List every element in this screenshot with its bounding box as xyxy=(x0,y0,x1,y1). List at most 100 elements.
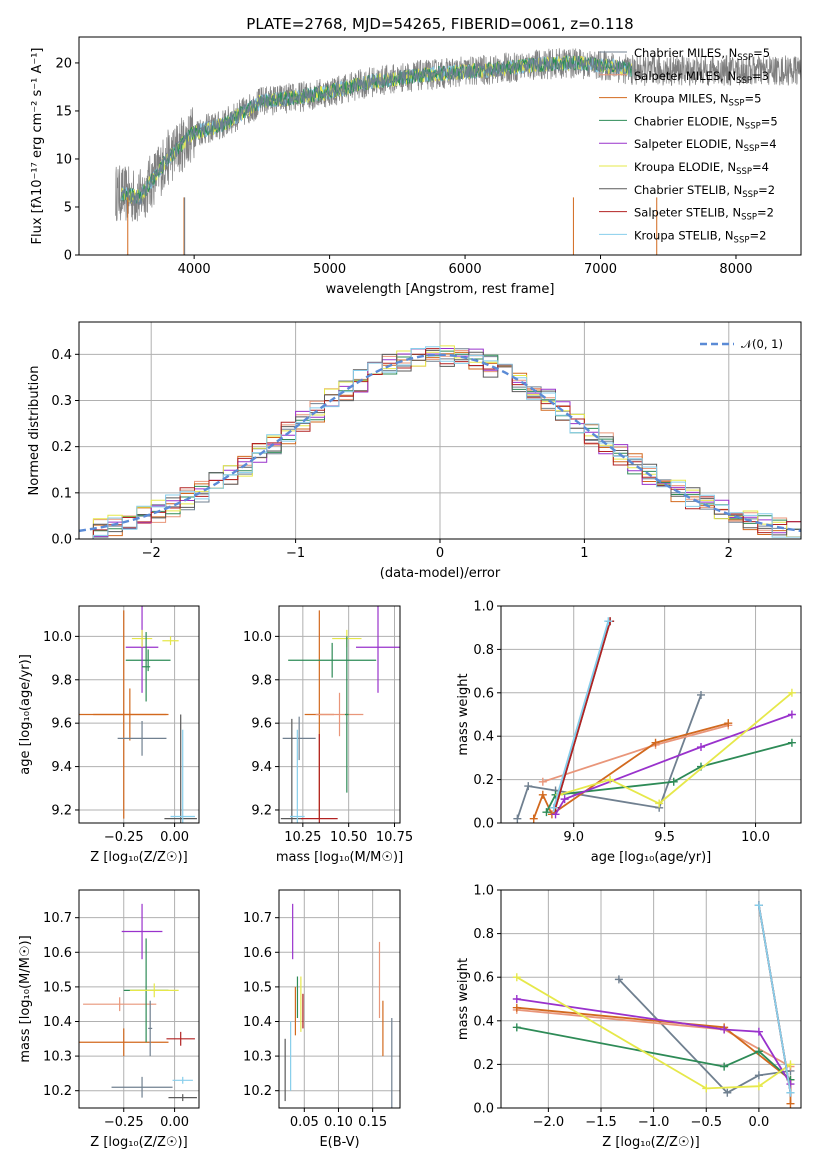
y-tick-label: 10.6 xyxy=(43,946,72,961)
legend-entry: Kroupa MILES, NSSP=5 xyxy=(634,92,761,109)
series-marker xyxy=(723,1088,732,1097)
y-tick-label: 0.1 xyxy=(51,486,72,501)
legend-entry: Chabrier MILES, NSSP=5 xyxy=(634,46,770,63)
legend-label: Chabrier STELIB, N xyxy=(634,183,742,197)
series-marker xyxy=(787,688,796,697)
legend-entry: Salpeter ELODIE, NSSP=4 xyxy=(634,137,777,154)
y-tick-label: 20 xyxy=(55,56,72,71)
x-tick-label: 0.05 xyxy=(290,1115,319,1130)
legend-entry: Kroupa ELODIE, NSSP=4 xyxy=(634,160,769,177)
x-tick-label: 0.0 xyxy=(749,1115,770,1130)
series-marker xyxy=(786,1080,795,1089)
series-marker xyxy=(720,1062,729,1071)
spectrum-model-line xyxy=(120,55,632,205)
legend-tail: =4 xyxy=(752,160,769,174)
series-marker xyxy=(786,1060,795,1069)
legend-tail: =5 xyxy=(761,114,778,128)
series-marker xyxy=(754,1082,763,1091)
x-tick-label: 0.00 xyxy=(160,830,189,845)
legend-sub: SSP xyxy=(737,53,753,63)
legend-tail: =2 xyxy=(749,228,766,242)
plot-area xyxy=(284,903,393,1108)
series-line xyxy=(618,978,791,1094)
series-line xyxy=(554,713,793,815)
legend-label: Kroupa STELIB, N xyxy=(634,228,734,242)
series-line xyxy=(516,1026,792,1081)
x-axis-label: age [log₁₀(age/yr)] xyxy=(591,850,712,865)
x-tick-label: −1.0 xyxy=(638,1115,670,1130)
panel-mass-vs-z: −0.25 0.00 10.2 10.3 10.4 10.5 10.6 10.7 Z [log₁… xyxy=(18,889,200,1150)
y-tick-label: 0.0 xyxy=(473,1102,494,1117)
panel-residuals: 𝒩(0, 1) −2 −1 0 1 2 0.0 0.1 0.2 0.3 0.4 (data-model… xyxy=(27,321,802,581)
series-marker xyxy=(754,1027,763,1036)
x-tick-label: 0.15 xyxy=(358,1115,387,1130)
legend-entry: Salpeter MILES, NSSP=3 xyxy=(634,69,769,86)
x-tick-label: 10.25 xyxy=(284,830,321,845)
legend-sub: SSP xyxy=(734,235,750,245)
panel-age-vs-mass: 10.25 10.50 10.75 9.2 9.4 9.6 9.8 10.0 mass [log… xyxy=(243,605,413,865)
y-tick-label: 1.0 xyxy=(473,600,494,615)
plot-area xyxy=(513,617,796,823)
series-marker xyxy=(512,973,521,982)
panel-age-vs-z: −0.25 0.00 9.2 9.4 9.6 9.8 10.0 Z [log₁₀(Z/Z☉)]… xyxy=(18,605,200,865)
y-tick-label: 0.8 xyxy=(473,643,494,658)
series-marker xyxy=(512,1003,521,1012)
y-tick-label: 9.6 xyxy=(251,717,272,732)
series-marker xyxy=(702,1084,711,1093)
y-tick-label: 9.4 xyxy=(51,760,72,775)
series-marker xyxy=(697,690,705,699)
figure-title: PLATE=2768, MJD=54265, FIBERID=0061, z=0… xyxy=(246,15,633,33)
y-tick-label: 9.8 xyxy=(251,673,272,688)
axes-frame xyxy=(278,889,401,1109)
legend-sub: SSP xyxy=(736,167,752,177)
x-tick-label: −1 xyxy=(286,546,305,561)
legend-label: Kroupa ELODIE, N xyxy=(634,160,736,174)
y-axis-label: age [log₁₀(age/yr)] xyxy=(18,654,33,775)
y-tick-label: 9.2 xyxy=(51,803,72,818)
x-axis-label: E(B-V) xyxy=(319,1135,359,1150)
series-line xyxy=(516,976,792,1090)
y-tick-label: 10.5 xyxy=(43,980,72,995)
y-tick-label: 0.0 xyxy=(51,533,72,548)
axes-frame xyxy=(500,605,802,824)
y-axis-label: mass weight xyxy=(456,958,471,1040)
y-tick-label: 0.0 xyxy=(473,817,494,832)
series-line xyxy=(554,620,611,809)
series-marker xyxy=(754,1047,763,1056)
x-tick-label: 1 xyxy=(580,546,588,561)
legend-label: Salpeter MILES, N xyxy=(634,69,736,83)
plot-area xyxy=(115,48,801,255)
series-line xyxy=(558,692,793,805)
y-tick-label: 10 xyxy=(55,152,72,167)
panel-weight-vs-age: 9.0 9.5 10.0 0.0 0.2 0.4 0.6 0.8 1.0 age [log₁₀(a… xyxy=(456,600,802,865)
legend-sub: SSP xyxy=(744,144,760,154)
series-line xyxy=(758,905,792,1093)
series-marker xyxy=(549,803,558,812)
legend-label: Salpeter STELIB, N xyxy=(634,206,741,220)
x-axis-label: mass [log₁₀(M/M☉)] xyxy=(276,850,403,865)
legend-entry: Chabrier STELIB, NSSP=2 xyxy=(634,183,775,200)
series-line xyxy=(552,620,610,809)
series-marker xyxy=(529,814,538,823)
series-marker xyxy=(512,1023,521,1032)
y-tick-label: 0.4 xyxy=(51,348,72,363)
y-tick-label: 0.4 xyxy=(473,1014,494,1029)
x-tick-label: −0.5 xyxy=(690,1115,722,1130)
normal-curve xyxy=(79,353,801,533)
plot-area xyxy=(79,903,197,1102)
y-axis-label: Normed distribution xyxy=(27,366,42,496)
y-tick-label: 0.3 xyxy=(51,394,72,409)
y-tick-label: 1.0 xyxy=(473,884,494,899)
series-marker xyxy=(651,738,660,747)
legend-tail: =5 xyxy=(753,46,770,60)
plot-area xyxy=(280,606,400,823)
x-tick-label: −1.5 xyxy=(585,1115,617,1130)
series-marker xyxy=(786,1088,795,1097)
series-marker xyxy=(538,777,547,786)
y-tick-label: 10.3 xyxy=(243,1050,272,1065)
y-tick-label: 10.0 xyxy=(243,630,272,645)
axes-frame xyxy=(78,605,200,824)
y-tick-label: 0.2 xyxy=(51,440,72,455)
